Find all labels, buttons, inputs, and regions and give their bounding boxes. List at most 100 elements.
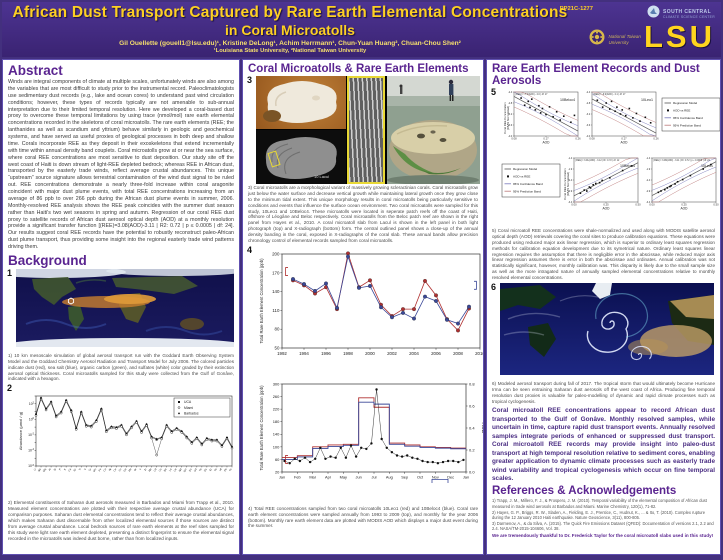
svg-text:Miami: Miami bbox=[184, 406, 193, 410]
coral-slab-photo bbox=[256, 76, 346, 129]
svg-text:140: 140 bbox=[272, 289, 280, 294]
svg-text:10-4: 10-4 bbox=[28, 448, 35, 452]
global-aerosol-map-image bbox=[3, 265, 239, 352]
svg-text:Rb: Rb bbox=[127, 467, 132, 472]
svg-text:-1.9: -1.9 bbox=[646, 168, 651, 171]
svg-text:Mg: Mg bbox=[42, 467, 48, 473]
svg-text:Cs: Cs bbox=[157, 467, 162, 472]
svg-text:-3.4: -3.4 bbox=[568, 201, 573, 204]
svg-text:-2.4: -2.4 bbox=[568, 179, 573, 182]
svg-text:-1.9: -1.9 bbox=[568, 168, 573, 171]
svg-text:0.08: 0.08 bbox=[589, 137, 595, 141]
svg-text:-2.8: -2.8 bbox=[586, 102, 591, 105]
svg-text:180: 180 bbox=[273, 419, 280, 424]
svg-text:95% Prediction Band: 95% Prediction Band bbox=[673, 123, 701, 127]
svg-text:AOD vs REE: AOD vs REE bbox=[513, 175, 530, 179]
conclusion-text: Coral microatoll REE concentrations appe… bbox=[492, 407, 715, 482]
svg-text:P: P bbox=[58, 468, 62, 472]
figure-6: 6 bbox=[491, 281, 715, 380]
coral-collage-image: 10 Lacul bbox=[256, 76, 480, 184]
svg-text:-4.0: -4.0 bbox=[508, 135, 513, 138]
svg-text:2010: 2010 bbox=[475, 351, 484, 356]
svg-text:Feb: Feb bbox=[294, 474, 301, 479]
svg-text:May: May bbox=[340, 474, 347, 479]
svg-text:Mar: Mar bbox=[309, 474, 316, 479]
svg-text:Coral REE Concentration(PAAS N: Coral REE Concentration(PAAS Normalized) bbox=[503, 102, 510, 134]
right-column: Rare Earth Element Records and Dust Aero… bbox=[486, 59, 721, 555]
figure-5: 5 Coral REE Concentration(PAAS Normalize… bbox=[491, 87, 720, 227]
svg-text:Er: Er bbox=[208, 468, 213, 472]
density-band-xray-strip bbox=[347, 76, 385, 184]
svg-text:Al: Al bbox=[47, 467, 52, 471]
svg-text:110: 110 bbox=[272, 308, 280, 313]
svg-text:Jun: Jun bbox=[356, 474, 362, 479]
reference-3: 3) Darmenov, A., & da Silva, A. (2015). … bbox=[492, 520, 714, 531]
svg-text:Regression Model: Regression Model bbox=[673, 101, 698, 105]
svg-text:-4.0: -4.0 bbox=[586, 135, 591, 138]
authors-line: Gil Ouellette (gouell1@lsu.edu)¹, Kristi… bbox=[119, 40, 461, 47]
ntu-logo: National Taiwan University bbox=[589, 29, 641, 50]
svg-text:0.6: 0.6 bbox=[469, 403, 475, 408]
svg-text:Apr: Apr bbox=[325, 474, 332, 479]
annual-ree-chart: 50 80 110 140 170 200 1992 1994 1996 1998 2000 2002… bbox=[256, 246, 483, 377]
affiliations-line: ¹Louisiana State University, ²National T… bbox=[213, 48, 367, 54]
svg-text:Cr: Cr bbox=[87, 468, 92, 472]
figure-2-caption: 2) Elemental constituents of Saharan dus… bbox=[8, 500, 234, 541]
records-heading: Rare Earth Element Records and Dust Aero… bbox=[492, 63, 700, 87]
svg-text:-3.4: -3.4 bbox=[646, 201, 651, 204]
scc-logo-line2: CLIMATE SCIENCE CENTER bbox=[663, 15, 715, 19]
fig4a-svg: 50 80 110 140 170 200 1992 1994 1996 1998 2000 2002… bbox=[259, 251, 484, 356]
svg-text:2004: 2004 bbox=[409, 351, 419, 356]
scc-logo: SOUTH CENTRAL CLIMATE SCIENCE CENTER bbox=[647, 5, 715, 23]
svg-text:80: 80 bbox=[275, 326, 280, 331]
figure-5-number: 5 bbox=[491, 87, 497, 97]
svg-text:Co: Co bbox=[102, 467, 107, 472]
svg-text:100: 100 bbox=[273, 444, 280, 449]
svg-text:[REE] = -6.9(AOD) - 2.1 | df:: [REE] = -6.9(AOD) - 2.1 | df: 17 bbox=[594, 93, 627, 96]
svg-text:Nd: Nd bbox=[177, 467, 182, 472]
svg-text:1994: 1994 bbox=[299, 351, 309, 356]
svg-text:100: 100 bbox=[29, 417, 35, 421]
svg-text:0.2: 0.2 bbox=[469, 447, 475, 452]
svg-text:Gd: Gd bbox=[192, 467, 197, 472]
svg-text:300: 300 bbox=[273, 381, 280, 386]
svg-text:Oct: Oct bbox=[417, 474, 424, 479]
svg-text:95% Confidence Band: 95% Confidence Band bbox=[513, 182, 543, 186]
svg-text:Regression Model: Regression Model bbox=[513, 167, 538, 171]
svg-text:-3.6: -3.6 bbox=[586, 124, 591, 127]
scc-logo-line1: SOUTH CENTRAL bbox=[663, 9, 712, 15]
svg-text:Ca: Ca bbox=[67, 467, 72, 472]
svg-text:Si: Si bbox=[52, 467, 57, 471]
ntu-seal-icon bbox=[589, 29, 605, 50]
svg-text:Yb: Yb bbox=[213, 467, 218, 472]
svg-text:-2.4: -2.4 bbox=[646, 179, 651, 182]
background-heading: Background bbox=[8, 252, 87, 268]
svg-text:Nb: Nb bbox=[147, 467, 152, 472]
fig5-svg: Coral REE Concentration(PAAS Normalized)… bbox=[501, 91, 720, 210]
svg-text:2008: 2008 bbox=[453, 351, 463, 356]
svg-text:AOD: AOD bbox=[480, 422, 484, 433]
svg-text:200: 200 bbox=[272, 251, 280, 256]
poster-header: African Dust Transport Captured by Rare … bbox=[2, 2, 721, 57]
references-heading: References & Acknowledgements bbox=[492, 485, 677, 498]
svg-text:-2.9: -2.9 bbox=[568, 190, 573, 193]
svg-text:140: 140 bbox=[273, 431, 280, 436]
svg-text:0.08: 0.08 bbox=[511, 137, 517, 141]
figure-6-number: 6 bbox=[491, 281, 497, 292]
svg-text:Jan: Jan bbox=[279, 474, 285, 479]
svg-text:0.00: 0.00 bbox=[649, 203, 655, 207]
svg-text:Jul: Jul bbox=[372, 474, 377, 479]
svg-text:Ti: Ti bbox=[78, 467, 83, 471]
monthly-ree-aod-chart: 20 60 100 140 180 220 260 300 0.0 0.2 0.4 0.6 0.8 Jan… bbox=[256, 378, 483, 505]
acknowledgement-text: We are tremendously thankful to Dr. Fred… bbox=[492, 533, 714, 539]
svg-text:0.00: 0.00 bbox=[571, 203, 577, 207]
figure-2: 2 102 100 10-2 10-4 10-6 Li Na Mg Al Si P K Ca Sc Ti V C… bbox=[7, 383, 234, 499]
abstract-text: Winds are integral components of climate… bbox=[8, 79, 234, 250]
svg-text:Ga: Ga bbox=[122, 467, 127, 472]
scc-dove-icon bbox=[647, 5, 660, 23]
svg-text:2000: 2000 bbox=[365, 351, 375, 356]
svg-text:20: 20 bbox=[275, 469, 280, 474]
ntu-logo-line2: University bbox=[608, 39, 629, 45]
fig4b-svg: 20 60 100 140 180 220 260 300 0.0 0.2 0.4 0.6 0.8 Jan… bbox=[259, 381, 484, 483]
paper-number: PP21C-1277 bbox=[559, 6, 593, 12]
